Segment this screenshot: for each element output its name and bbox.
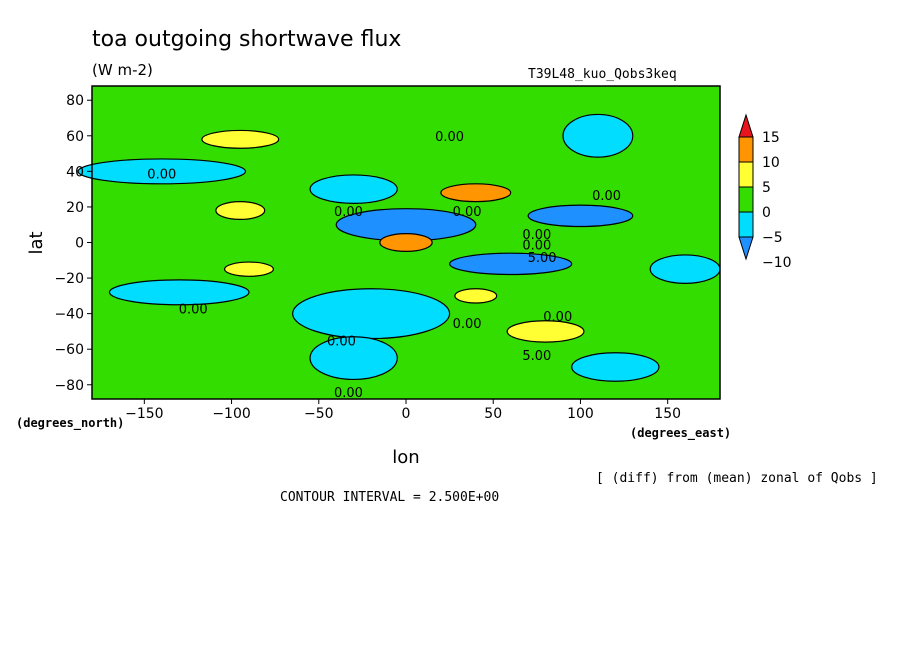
field-region-17: [571, 352, 660, 382]
contour-label-9: 0.00: [453, 317, 482, 332]
field-region-9: [449, 252, 573, 276]
field-region-7: [309, 336, 398, 381]
contour-label-1: 0.00: [435, 130, 464, 145]
contour-label-7: 5.00: [528, 251, 557, 266]
y-tick-label: −20: [54, 271, 84, 287]
y-tick-label: 60: [66, 129, 84, 145]
y-axis-label: lat: [26, 231, 47, 254]
x-tick-label: 50: [484, 406, 502, 422]
plot-area: 0.000.000.000.00 0.000.000.005.000.000.00…: [77, 85, 721, 401]
x-tick-label: −150: [125, 406, 163, 422]
colorbar-level-label: 0: [762, 205, 771, 221]
y-tick-label: 0: [75, 236, 84, 252]
x-tick-label: −50: [304, 406, 334, 422]
contour-label-8: 0.00: [179, 303, 208, 318]
x-tick-label: 100: [567, 406, 594, 422]
x-tick-label: −100: [212, 406, 250, 422]
y-tick-label: −60: [54, 342, 84, 358]
contour-label-13: 0.00: [334, 386, 363, 401]
colorbar-level-label: 10: [762, 155, 780, 171]
field-regions: [77, 113, 721, 382]
contour-label-4: 0.00: [453, 205, 482, 220]
field-region-1: [201, 129, 280, 149]
colorbar-level-label: −10: [762, 255, 792, 271]
contour-label-3: 0.00: [334, 205, 363, 220]
y-tick-label: −40: [54, 307, 84, 323]
field-region-2: [215, 200, 266, 220]
colorbar-band: [738, 136, 754, 163]
contour-label-10: 0.00: [543, 310, 572, 325]
field-region-16: [649, 254, 721, 285]
y-tick-label: 80: [66, 93, 84, 109]
field-region-13: [454, 288, 498, 304]
contour-interval-text: CONTOUR INTERVAL = 2.500E+00: [280, 490, 499, 505]
contour-label-6: 0.00: [522, 239, 551, 254]
field-region-0: [77, 158, 247, 185]
field-region-5: [309, 174, 398, 204]
x-tick-label: 150: [654, 406, 681, 422]
field-region-4: [108, 279, 250, 306]
y-axis-unit-label: (degrees_north): [16, 416, 124, 431]
x-axis-ticks: −150 −100 −50 0 50 100 150: [125, 399, 681, 422]
colorbar-band: [738, 161, 754, 188]
colorbar-level-label: 5: [762, 180, 771, 196]
colorbar-band: [738, 211, 754, 238]
field-region-6: [292, 288, 451, 340]
x-tick-label: 0: [402, 406, 411, 422]
colorbar: 15 10 5 0 −5 −10: [738, 113, 792, 271]
colorbar-level-label: −5: [762, 230, 783, 246]
x-axis-unit-label: (degrees_east): [630, 426, 731, 441]
contour-label-0: 0.00: [147, 167, 176, 182]
y-tick-label: 40: [66, 164, 84, 180]
run-label: T39L48_kuo_Qobs3keq: [528, 67, 677, 82]
x-axis-label: lon: [392, 447, 419, 468]
colorbar-bottom-arrow: [738, 236, 754, 261]
units-label: (W m-2): [92, 61, 153, 79]
y-axis-ticks: 80 60 40 20 0 −20 −40 −60 −80: [54, 93, 92, 394]
colorbar-top-arrow: [738, 113, 754, 138]
field-region-10: [527, 204, 634, 228]
contour-label-2: 0.00: [592, 189, 621, 204]
colorbar-band: [738, 186, 754, 213]
field-region-3: [223, 261, 275, 277]
y-tick-label: 20: [66, 200, 84, 216]
contour-labels: 0.000.000.000.00 0.000.000.005.000.000.00…: [147, 130, 621, 401]
chart-title: toa outgoing shortwave flux: [92, 27, 401, 52]
field-region-11: [379, 233, 433, 252]
footnote: [ (diff) from (mean) zonal of Qobs ]: [596, 471, 878, 486]
field-region-12: [440, 183, 512, 203]
contour-label-11: 0.00: [327, 335, 356, 350]
colorbar-level-label: 15: [762, 130, 780, 146]
field-region-15: [562, 113, 634, 158]
y-tick-label: −80: [54, 378, 84, 394]
contour-label-12: 5.00: [522, 349, 551, 364]
contour-label-5: 0.00: [522, 228, 551, 243]
field-region-14: [506, 320, 585, 343]
